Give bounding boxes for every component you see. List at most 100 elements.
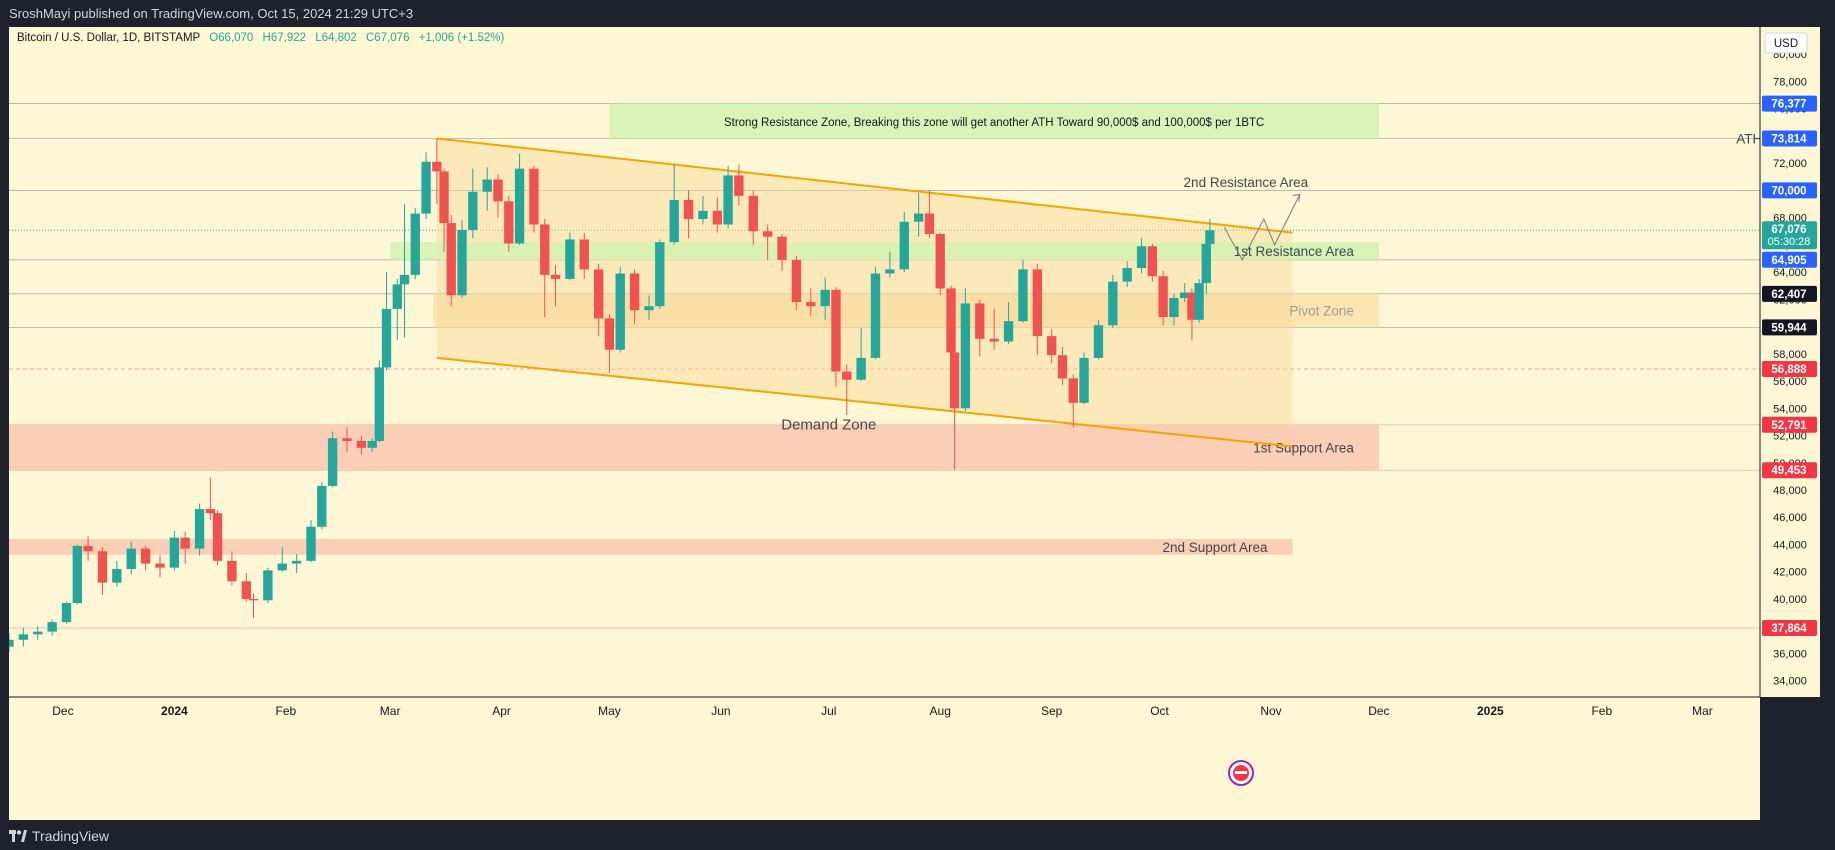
time-axis[interactable]: Dec 2024 Feb Mar Apr May Jun Jul Aug Sep Oct Nov Dec… [52,704,1713,718]
candle-body [629,273,640,311]
price-label-text: 64,905 [1771,255,1807,267]
candle-body [975,303,985,339]
price-label-text: 52,791 [1771,420,1807,432]
candle-body [367,440,377,448]
candle-body [227,560,237,582]
candle-body [1136,246,1147,269]
ohlc-close: C67,076 [366,32,409,44]
x-tick-label: 2024 [161,704,188,718]
x-tick-label: Mar [380,704,401,718]
candle-body [831,289,841,372]
candle-body [126,548,136,569]
x-tick-label: 2025 [1477,704,1504,718]
price-label-text: 76,377 [1771,99,1806,111]
x-tick-label: Dec [52,704,73,718]
earnings-flag-icon[interactable] [1228,760,1254,786]
annotation-label: 2nd Resistance Area [1184,175,1309,190]
price-label-box [1762,95,1817,112]
zone-resistance [390,242,1379,260]
footer-bar: TradingView [0,820,1835,850]
x-tick-label: Oct [1150,704,1169,718]
y-tick-label: 34,000 [1773,676,1807,688]
zone-label: 1st Resistance Area [1234,244,1355,259]
chart-dark-border [0,27,9,820]
candle-body [698,210,708,220]
price-label-box [1762,416,1817,433]
tradingview-logo[interactable]: TradingView [9,828,109,844]
x-tick-label: Jul [821,704,836,718]
candle-body [248,598,259,601]
candle-body [504,201,514,244]
candle-body [960,303,971,409]
candle-body [446,223,456,296]
candle-body [579,239,589,270]
x-tick-label: Apr [492,704,511,718]
price-chart[interactable]: Strong Resistance Zone, Breaking this zo… [0,27,1835,820]
price-label-text: 56,888 [1771,364,1807,376]
y-tick-label: 78,000 [1773,76,1807,88]
candle-body [410,213,420,275]
candle-body [381,308,392,368]
candle-body [493,179,503,202]
candle-body [806,302,816,307]
candle-body [47,622,57,632]
y-tick-label: 40,000 [1773,594,1807,606]
candle-body [529,168,539,225]
candle-body [820,289,830,307]
currency-button[interactable]: USD [1764,32,1808,54]
zone-resistance [609,103,1379,139]
y-tick-label: 36,000 [1773,648,1807,660]
candle-body [374,367,385,441]
candle-body [1068,378,1078,403]
candle-body [777,236,787,260]
candle-body [317,485,327,527]
x-tick-label: Dec [1368,704,1389,718]
candle-body [1169,297,1179,318]
y-tick-label: 44,000 [1773,539,1807,551]
candle-body [291,560,302,564]
candle-body [565,239,575,279]
tradingview-logo-icon [9,830,27,842]
candle-body [550,274,561,279]
channel-layer [436,137,1293,448]
candle-body [989,338,999,342]
currency-label: USD [1774,38,1798,50]
price-label-text: 62,407 [1771,289,1806,301]
svg-text:Bitcoin / U.S. Dollar, 1D, BIT: Bitcoin / U.S. Dollar, 1D, BITSTAMP O66,… [17,32,505,44]
y-tick-label: 42,000 [1773,567,1807,579]
price-label-box [1762,221,1817,250]
y-tick-label: 52,000 [1773,431,1807,443]
overlays-layer: ATH 2nd Resistance Area Demand Zone [781,131,1762,433]
candle-body [205,509,216,514]
candle-body [644,306,654,311]
candle-body [899,221,909,270]
zone-label: 1st Support Area [1253,440,1354,455]
price-label-box [1762,462,1817,479]
y-tick-label: 48,000 [1773,485,1807,497]
publisher-line: SroshMayi published on TradingView.com, … [9,6,414,21]
candle-body [72,545,82,604]
y-tick-label: 54,000 [1773,403,1807,415]
candle-body [946,288,956,353]
price-label-box [1762,620,1817,637]
candle-body [935,233,945,289]
candle-body [392,284,402,309]
candle-body [1003,321,1014,342]
candle-body [83,545,93,552]
ohlc-change: +1,006 (+1.52%) [419,32,505,44]
candle-body [870,273,881,358]
price-label-box [1762,319,1817,336]
candle-body [514,168,525,244]
zone-support [9,424,1379,471]
candle-body [723,175,733,225]
candle-body [842,371,852,380]
candle-body [540,224,550,275]
candle-body [399,274,410,285]
candle-body [1122,268,1132,282]
candle-body [655,242,665,307]
price-label-box [1762,251,1817,268]
candle-body [1147,246,1158,277]
candle-body [593,269,604,319]
candle-body [421,161,431,214]
